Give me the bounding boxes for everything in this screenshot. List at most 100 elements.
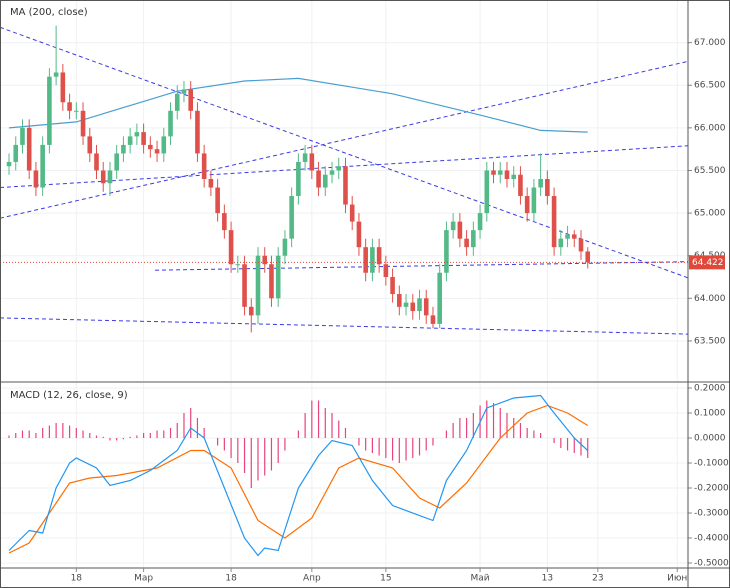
histogram-bar <box>257 438 259 481</box>
candle-body <box>356 221 362 248</box>
histogram-bar <box>540 433 542 438</box>
candle-body <box>296 161 301 197</box>
histogram-bar <box>519 423 522 438</box>
histogram-bar <box>324 408 326 438</box>
histogram-bar <box>358 438 360 446</box>
y-tick-label: -0.3000 <box>694 509 729 519</box>
histogram-bar <box>412 438 414 458</box>
x-tick-label: Июн <box>667 574 687 584</box>
y-tick-label: -0.2000 <box>694 484 729 494</box>
candle-body <box>107 170 113 184</box>
candle-body <box>484 170 490 214</box>
histogram-bar <box>143 433 145 438</box>
candle-body <box>538 178 543 188</box>
y-tick-label: 65.000 <box>694 209 726 219</box>
histogram-bar <box>472 413 474 438</box>
x-tick-label: 23 <box>592 574 603 584</box>
candle-body <box>201 153 207 179</box>
candle-body <box>558 238 564 248</box>
histogram-bar <box>62 423 64 438</box>
candle-body <box>464 238 469 248</box>
y-tick-label: 67.000 <box>694 38 726 48</box>
last-price-label: 64.422 <box>692 258 724 268</box>
candle-body <box>215 187 220 214</box>
histogram-bar <box>425 438 427 451</box>
histogram-bar <box>237 438 239 463</box>
histogram-bar <box>243 438 246 473</box>
histogram-bar <box>566 438 569 451</box>
histogram-bar <box>68 425 71 438</box>
y-tick-label: -0.4000 <box>694 534 729 544</box>
histogram-bar <box>28 430 30 438</box>
candle-body <box>100 170 106 184</box>
candle-body <box>383 264 389 278</box>
candle-body <box>33 170 39 188</box>
candle-body <box>336 166 342 171</box>
histogram-bar <box>297 430 299 438</box>
histogram-bar <box>42 428 44 438</box>
histogram-bar <box>116 438 118 441</box>
candle-body <box>80 110 86 137</box>
candle-body <box>20 127 25 145</box>
trend-line <box>0 317 689 335</box>
histogram-bar <box>284 438 286 451</box>
histogram-bar <box>385 438 387 458</box>
candle-body <box>47 76 52 145</box>
histogram-bar <box>122 438 125 440</box>
histogram-bar <box>129 436 131 438</box>
last-price-badge <box>689 255 725 270</box>
candle-body <box>504 170 510 179</box>
candle-body <box>208 178 214 188</box>
candle-body <box>87 136 93 154</box>
candle-body <box>74 110 79 112</box>
histogram-bar <box>21 430 24 438</box>
candle-body <box>343 166 348 205</box>
histogram-bar <box>459 418 461 438</box>
candle-body <box>450 221 456 231</box>
histogram-bar <box>378 438 380 456</box>
candle-body <box>148 144 153 150</box>
histogram-bar <box>338 420 340 438</box>
histogram-bar <box>317 400 320 438</box>
histogram-bar <box>573 438 575 453</box>
candle-body <box>497 170 503 175</box>
candle-body <box>363 247 368 273</box>
candle-body <box>430 315 436 324</box>
histogram-bar <box>499 408 501 438</box>
histogram-bar <box>250 438 252 488</box>
candle-body <box>114 153 119 171</box>
pane-title: MACD (12, 26, close, 9) <box>10 390 128 401</box>
histogram-bar <box>95 435 98 438</box>
candle-body <box>6 161 12 167</box>
histogram-bar <box>486 400 488 438</box>
histogram-bar <box>82 430 84 438</box>
candle-body <box>376 247 382 265</box>
candle-body <box>551 196 557 248</box>
x-tick-label: Апр <box>303 574 321 584</box>
candle-body <box>518 174 523 197</box>
histogram-bar <box>156 430 158 438</box>
histogram-bar <box>190 408 192 438</box>
histogram-bar <box>169 428 172 438</box>
y-tick-label: -0.1000 <box>694 459 729 469</box>
histogram-bar <box>8 435 10 438</box>
ma-line <box>8 77 588 133</box>
candle-body <box>322 174 328 188</box>
candle-body <box>457 221 463 239</box>
x-tick-label: 18 <box>71 574 83 584</box>
candle-body <box>94 153 99 171</box>
candle-body <box>242 264 247 307</box>
candle-body <box>262 255 268 265</box>
histogram-bar <box>506 413 508 438</box>
candle-body <box>370 247 375 273</box>
candle-body <box>121 144 126 154</box>
candle-body <box>531 187 537 214</box>
histogram-bar <box>277 438 279 463</box>
candle-body <box>134 132 140 137</box>
candle-body <box>571 234 577 239</box>
histogram-bar <box>560 438 562 448</box>
histogram-bar <box>466 418 468 438</box>
candle-body <box>141 132 146 145</box>
candle-body <box>423 298 429 316</box>
candle-body <box>181 89 187 94</box>
